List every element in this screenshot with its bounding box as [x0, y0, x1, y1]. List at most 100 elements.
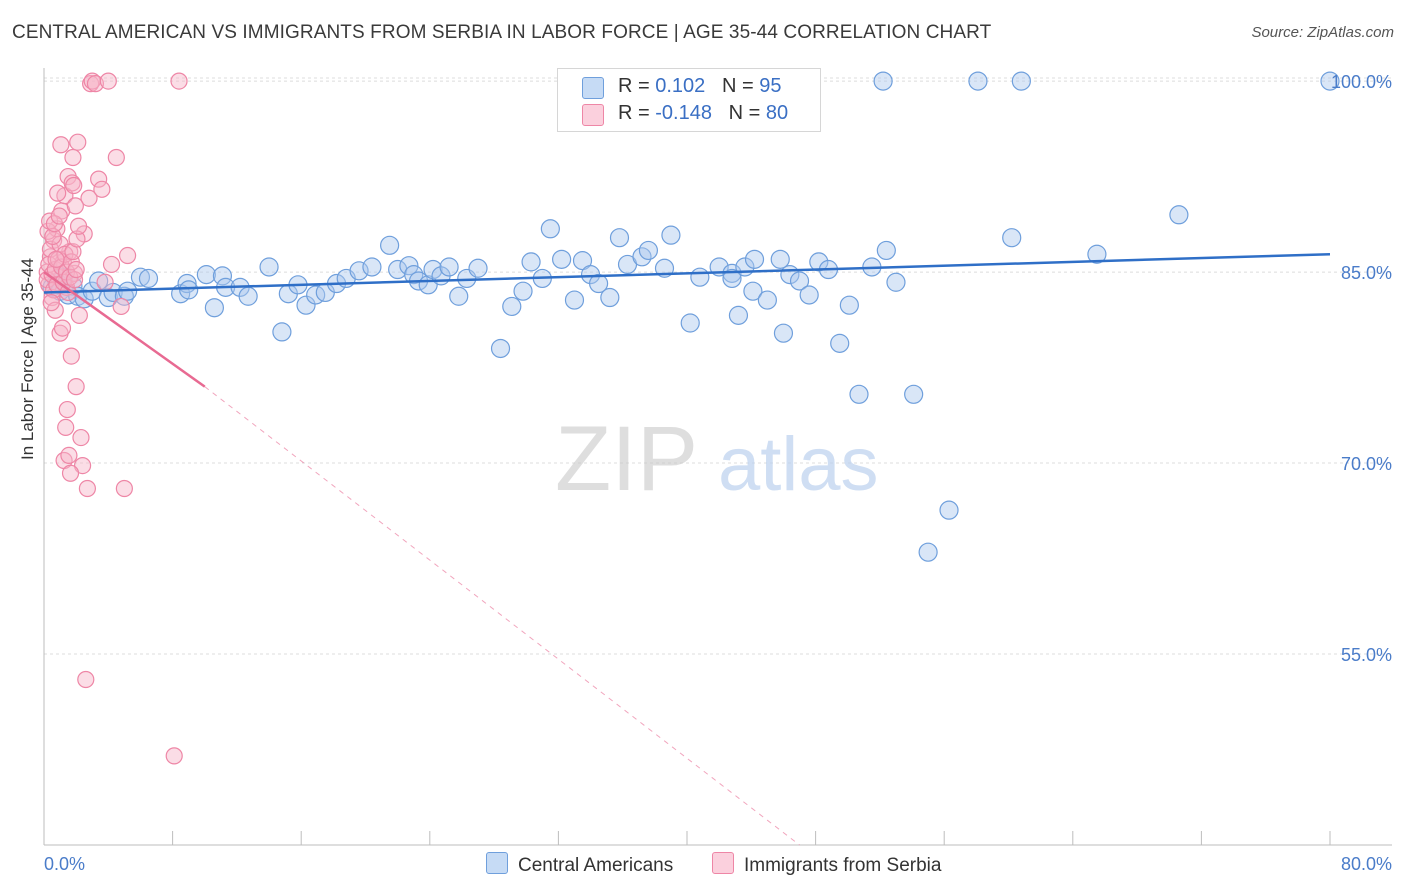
central-american-point [564, 290, 585, 310]
legend-swatch-pink [582, 104, 604, 126]
serbia-point [80, 189, 98, 207]
serbia-point [67, 260, 85, 279]
central-american-point [130, 267, 151, 287]
central-american-point [876, 240, 896, 261]
trend-line-serbia [43, 271, 206, 388]
trend-line-central-americans [43, 252, 1331, 294]
y-axis-label: In Labor Force | Age 35-44 [18, 258, 37, 460]
serbia-point [69, 133, 87, 151]
serbia-point [118, 246, 137, 265]
serbia-point [52, 136, 70, 154]
central-american-point [1320, 71, 1340, 91]
central-american-point [728, 305, 749, 325]
central-american-point [1002, 228, 1022, 248]
y-tick-label: 85.0% [1341, 263, 1392, 283]
central-american-point [1011, 71, 1031, 91]
central-american-point [744, 249, 765, 269]
serbia-point [107, 148, 125, 167]
serbia-point [66, 197, 84, 215]
tick-label-layer: 55.0% 70.0% 85.0% 100.0% 0.0% 80.0% [44, 72, 1392, 874]
central-american-point [690, 267, 710, 287]
central-american-point [849, 384, 869, 404]
central-american-point [552, 249, 572, 269]
serbia-point [61, 464, 80, 482]
central-american-point [600, 287, 620, 308]
serbia-point [102, 255, 121, 274]
legend-n-value: 80 [765, 102, 789, 124]
central-american-point [468, 258, 488, 278]
serbia-point [64, 148, 82, 167]
central-american-point [196, 265, 216, 285]
serbia-point [78, 479, 97, 498]
bottom-legend-central-americans: Central Americans [486, 852, 673, 877]
serbia-point [99, 72, 117, 90]
serbia-point [165, 747, 183, 765]
central-american-point [138, 268, 159, 289]
serbia-point [90, 170, 108, 188]
watermark-atlas: atlas [718, 422, 879, 507]
legend-text: R = -0.148 N = 80 [618, 102, 788, 125]
serbia-point [68, 230, 86, 248]
stats-legend: R = 0.102 N = 95 R = -0.148 N = 80 [557, 68, 821, 132]
central-american-point [743, 281, 763, 301]
central-american-point [609, 228, 630, 248]
central-american-point [809, 252, 829, 272]
legend-text: R = 0.102 N = 95 [618, 75, 781, 98]
trend-layer [43, 252, 1331, 846]
central-american-point [680, 313, 700, 333]
central-american-point [773, 323, 794, 343]
legend-swatch-blue [582, 77, 604, 99]
serbia-point [72, 428, 90, 447]
central-american-point [830, 333, 850, 353]
central-american-point [1169, 205, 1189, 225]
central-american-point [212, 266, 233, 286]
serbia-point [44, 227, 62, 246]
legend-r-value: 0.102 [655, 75, 706, 97]
source-label: Source: ZipAtlas.com [1251, 24, 1394, 41]
legend-n-label: N = [721, 75, 760, 97]
serbia-point [67, 378, 85, 396]
central-american-point [638, 240, 659, 261]
serbia-point [57, 418, 75, 436]
central-american-point [349, 261, 369, 281]
serbia-point [64, 243, 82, 261]
legend-n-value: 95 [759, 75, 782, 97]
grid-layer [44, 77, 1392, 655]
trend-line-serbia-extension [204, 386, 800, 846]
axis-layer [43, 68, 1392, 846]
central-american-point [204, 298, 224, 318]
central-american-point [179, 280, 199, 300]
x-tick-label: 0.0% [44, 854, 85, 874]
central-american-point [380, 235, 400, 255]
serbia-point [46, 301, 64, 319]
central-american-point [362, 257, 382, 277]
serbia-point [115, 479, 133, 498]
central-american-point [968, 71, 988, 91]
legend-r-label: R = [618, 102, 656, 124]
serbia-point [63, 174, 81, 192]
central-american-point [502, 296, 522, 317]
central-american-point [259, 257, 279, 277]
central-american-point [272, 322, 292, 342]
serbia-point [73, 456, 92, 475]
chart-title: CENTRAL AMERICAN VS IMMIGRANTS FROM SERB… [12, 22, 992, 43]
serbia-point [112, 297, 130, 316]
y-tick-label: 100.0% [1331, 72, 1392, 92]
central-american-point [770, 249, 790, 269]
legend-r-label: R = [618, 75, 656, 97]
central-american-point [449, 286, 469, 306]
legend-n-label: N = [728, 102, 766, 124]
central-american-point [513, 281, 533, 301]
y-tick-label: 70.0% [1341, 454, 1392, 474]
central-american-point [799, 285, 819, 305]
central-american-point [789, 271, 810, 291]
serbia-point [86, 75, 105, 93]
bottom-legend-serbia: Immigrants from Serbia [712, 852, 941, 877]
y-tick-label: 55.0% [1341, 645, 1392, 665]
central-american-point [757, 290, 777, 310]
watermark-zip: ZIP [555, 408, 698, 510]
central-american-point [588, 273, 609, 294]
central-american-point [722, 268, 742, 289]
serbia-point [58, 400, 76, 419]
